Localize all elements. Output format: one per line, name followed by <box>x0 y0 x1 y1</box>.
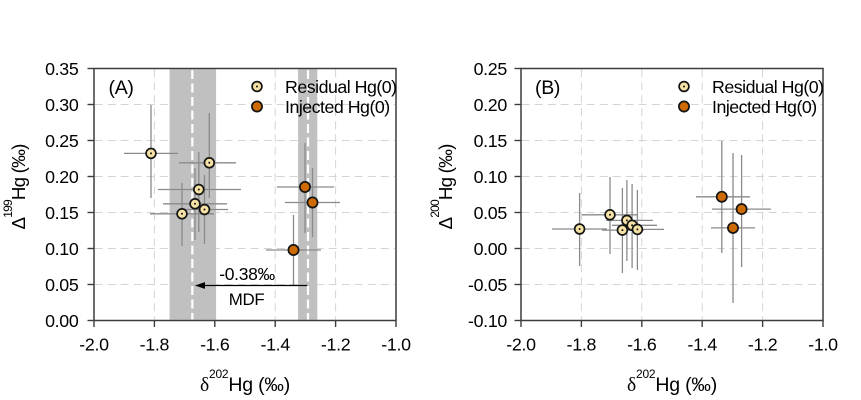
svg-text:Injected Hg(0): Injected Hg(0) <box>712 97 817 117</box>
svg-text:0.20: 0.20 <box>45 167 79 187</box>
svg-text:0.10: 0.10 <box>474 167 508 187</box>
svg-text:Δ200Hg (‰): Δ200Hg (‰) <box>428 144 456 230</box>
svg-text:-2.0: -2.0 <box>79 335 109 355</box>
svg-text:-1.0: -1.0 <box>808 335 838 355</box>
svg-text:-1.2: -1.2 <box>748 335 777 355</box>
svg-text:Δ199Hg (‰): Δ199Hg (‰) <box>1 144 29 230</box>
svg-text:0.25: 0.25 <box>474 59 508 79</box>
svg-text:-0.05: -0.05 <box>468 275 507 295</box>
svg-text:-0.38‰: -0.38‰ <box>219 264 275 284</box>
svg-text:-1.6: -1.6 <box>200 335 230 355</box>
svg-text:0.25: 0.25 <box>45 131 79 151</box>
svg-text:-0.10: -0.10 <box>468 311 507 331</box>
svg-text:0.15: 0.15 <box>45 203 79 223</box>
svg-text:Injected Hg(0): Injected Hg(0) <box>285 97 390 117</box>
svg-text:MDF: MDF <box>229 290 265 309</box>
svg-text:(B): (B) <box>535 77 560 99</box>
svg-text:0.30: 0.30 <box>45 95 79 115</box>
svg-text:-1.4: -1.4 <box>687 335 717 355</box>
svg-text:0.15: 0.15 <box>474 131 508 151</box>
svg-text:-1.6: -1.6 <box>627 335 657 355</box>
svg-text:Residual Hg(0): Residual Hg(0) <box>285 77 397 97</box>
svg-text:-1.2: -1.2 <box>321 335 350 355</box>
svg-text:0.10: 0.10 <box>45 239 79 259</box>
svg-text:0.00: 0.00 <box>45 311 79 331</box>
svg-text:δ202Hg (‰): δ202Hg (‰) <box>200 367 290 396</box>
svg-text:0.05: 0.05 <box>45 275 79 295</box>
svg-text:-2.0: -2.0 <box>506 335 536 355</box>
svg-text:Residual Hg(0): Residual Hg(0) <box>712 77 824 97</box>
svg-text:0.35: 0.35 <box>45 59 79 79</box>
svg-text:(A): (A) <box>109 77 134 99</box>
svg-text:δ202Hg (‰): δ202Hg (‰) <box>627 367 717 396</box>
svg-text:-1.0: -1.0 <box>381 335 411 355</box>
svg-text:0.00: 0.00 <box>474 239 508 259</box>
svg-text:0.20: 0.20 <box>474 95 508 115</box>
svg-text:-1.4: -1.4 <box>260 335 290 355</box>
svg-text:-1.8: -1.8 <box>567 335 597 355</box>
svg-text:0.05: 0.05 <box>474 203 508 223</box>
svg-text:-1.8: -1.8 <box>140 335 170 355</box>
